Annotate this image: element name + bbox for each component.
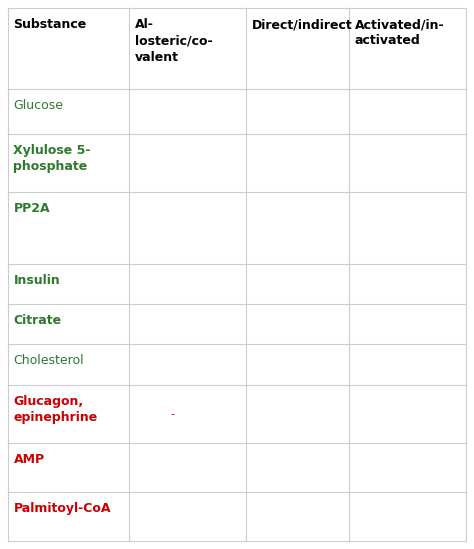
Text: Glucagon,
epinephrine: Glucagon, epinephrine <box>13 395 98 424</box>
Text: Citrate: Citrate <box>13 314 62 327</box>
Text: Direct/indirect: Direct/indirect <box>252 18 352 31</box>
Text: Substance: Substance <box>13 18 87 31</box>
Text: Activated/in-
activated: Activated/in- activated <box>355 18 444 48</box>
Text: Cholesterol: Cholesterol <box>13 354 84 367</box>
Text: Al-
losteric/co-
valent: Al- losteric/co- valent <box>135 18 212 64</box>
Text: PP2A: PP2A <box>13 202 50 215</box>
Text: Palmitoyl-CoA: Palmitoyl-CoA <box>13 502 111 515</box>
Text: -: - <box>170 408 174 419</box>
Text: AMP: AMP <box>13 453 45 466</box>
Text: Insulin: Insulin <box>13 274 60 287</box>
Text: Xylulose 5-
phosphate: Xylulose 5- phosphate <box>13 144 91 173</box>
Text: Glucose: Glucose <box>13 99 64 111</box>
